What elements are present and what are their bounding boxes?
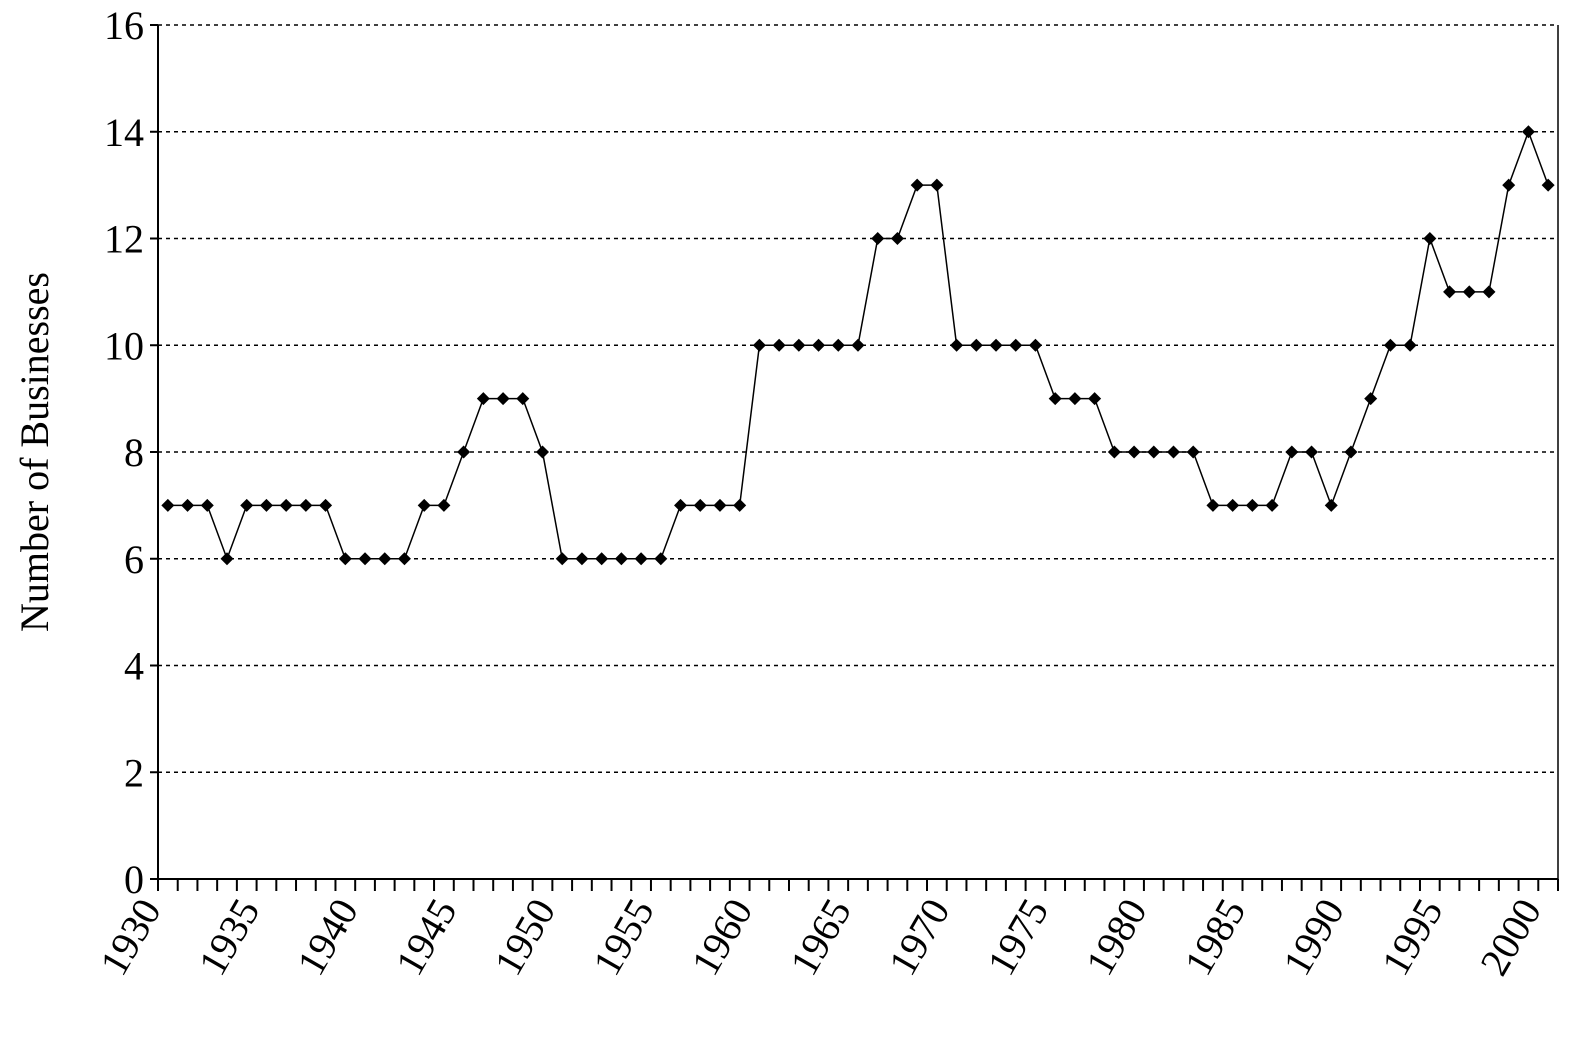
marker [417, 498, 431, 512]
y-axis-label: Number of Businesses [12, 272, 57, 632]
marker [1285, 445, 1299, 459]
marker [674, 498, 688, 512]
marker [1541, 178, 1555, 192]
marker [536, 445, 550, 459]
marker [1521, 125, 1535, 139]
marker [1088, 392, 1102, 406]
marker [595, 552, 609, 566]
marker [1127, 445, 1141, 459]
y-tick-label: 10 [104, 323, 144, 368]
x-tick-label: 1980 [1077, 891, 1156, 983]
marker [871, 232, 885, 245]
marker [1344, 445, 1358, 459]
marker [693, 498, 707, 512]
x-tick-label: 1970 [880, 891, 959, 983]
marker [338, 552, 352, 566]
marker [437, 498, 451, 512]
marker [752, 338, 766, 352]
marker [792, 338, 806, 352]
marker [259, 498, 273, 512]
marker [279, 498, 293, 512]
marker [378, 552, 392, 566]
marker [1245, 498, 1259, 512]
x-tick-label: 1960 [682, 891, 761, 983]
marker [240, 498, 254, 512]
x-tick-label: 1940 [288, 891, 367, 983]
marker [930, 178, 944, 192]
marker [299, 498, 313, 512]
x-tick-label: 1965 [781, 891, 860, 983]
marker [1502, 178, 1516, 192]
marker [1009, 338, 1023, 352]
marker [634, 552, 648, 566]
marker [397, 552, 411, 566]
marker [476, 392, 490, 406]
marker [890, 232, 904, 245]
y-tick-label: 8 [124, 430, 144, 475]
x-tick-label: 1995 [1373, 891, 1452, 983]
marker [181, 498, 195, 512]
marker [1324, 498, 1338, 512]
marker [1265, 498, 1279, 512]
marker [950, 338, 964, 352]
marker [1166, 445, 1180, 459]
x-tick-label: 1930 [91, 891, 170, 983]
marker [1305, 445, 1319, 459]
marker [733, 498, 747, 512]
x-tick-label: 1945 [387, 891, 466, 983]
marker [1482, 285, 1496, 299]
y-tick-label: 0 [124, 857, 144, 902]
marker [1147, 445, 1161, 459]
x-tick-label: 2000 [1471, 891, 1550, 983]
y-tick-label: 4 [124, 644, 144, 689]
y-tick-label: 2 [124, 750, 144, 795]
marker [555, 552, 569, 566]
marker [851, 338, 865, 352]
x-tick-label: 1935 [189, 891, 268, 983]
y-tick-label: 6 [124, 537, 144, 582]
marker [200, 498, 214, 512]
marker [1403, 338, 1417, 352]
y-tick-label: 16 [104, 3, 144, 48]
marker [1383, 338, 1397, 352]
marker [831, 338, 845, 352]
marker [496, 392, 510, 406]
marker [575, 552, 589, 566]
marker [1423, 232, 1437, 245]
marker [220, 552, 234, 566]
x-tick-label: 1955 [584, 891, 663, 983]
marker [1443, 285, 1457, 299]
marker [319, 498, 333, 512]
x-tick-label: 1950 [485, 891, 564, 983]
marker [969, 338, 983, 352]
marker [1028, 338, 1042, 352]
marker [1068, 392, 1082, 406]
marker [358, 552, 372, 566]
x-tick-label: 1975 [978, 891, 1057, 983]
marker [772, 338, 786, 352]
marker [713, 498, 727, 512]
marker [516, 392, 530, 406]
marker [910, 178, 924, 192]
y-tick-label: 14 [104, 110, 144, 155]
marker [1206, 498, 1220, 512]
y-tick-label: 12 [104, 217, 144, 262]
marker [1462, 285, 1476, 299]
marker [1107, 445, 1121, 459]
marker [1226, 498, 1240, 512]
marker [614, 552, 628, 566]
marker [812, 338, 826, 352]
marker [654, 552, 668, 566]
x-tick-label: 1985 [1175, 891, 1254, 983]
marker [1364, 392, 1378, 406]
marker [1186, 445, 1200, 459]
x-tick-label: 1990 [1274, 891, 1353, 983]
marker [989, 338, 1003, 352]
marker [161, 498, 175, 512]
marker [457, 445, 471, 459]
marker [1048, 392, 1062, 406]
